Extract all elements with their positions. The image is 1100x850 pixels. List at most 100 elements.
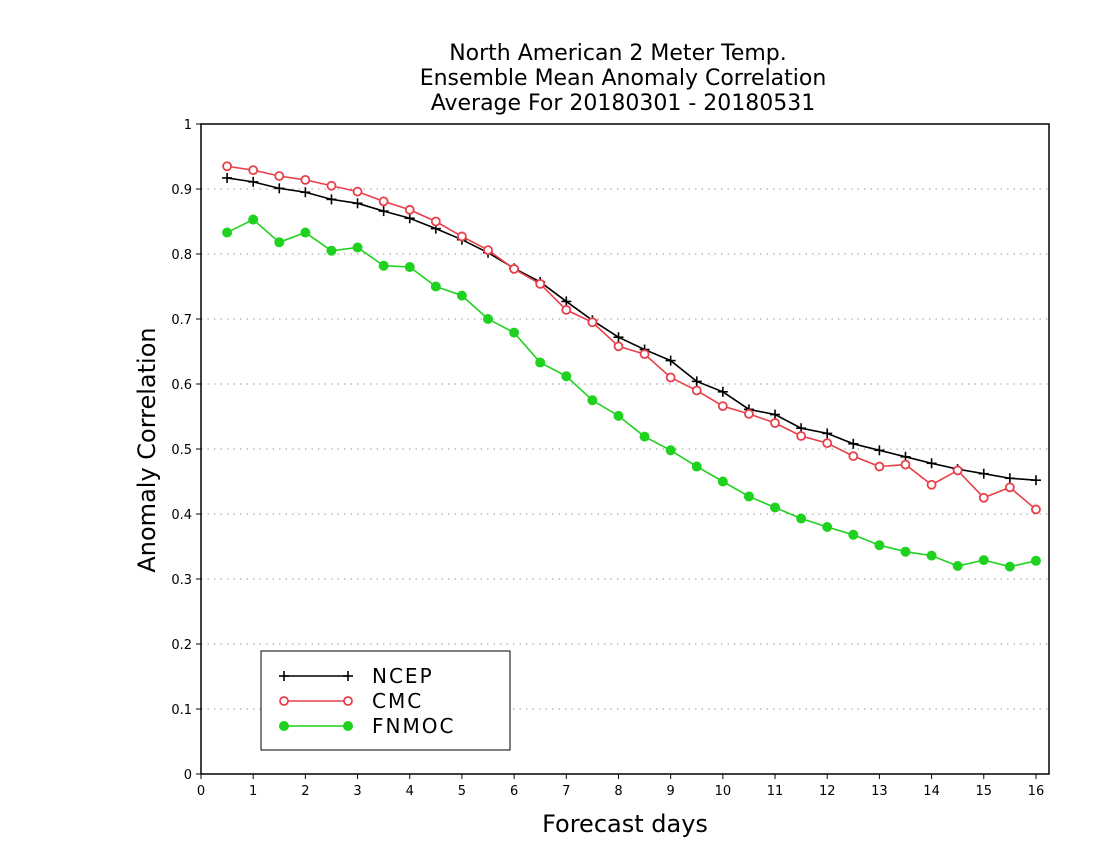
data-point-fnmoc	[691, 461, 702, 472]
chart-title-line-2: Ensemble Mean Anomaly Correlation	[420, 66, 827, 91]
data-point-cmc	[900, 459, 911, 470]
legend-item-fnmoc: FNMOC	[279, 714, 455, 738]
data-point-cmc	[222, 161, 232, 172]
data-point-cmc	[483, 245, 493, 256]
gridlines	[201, 188, 1049, 710]
data-point-cmc	[457, 231, 467, 242]
data-point-ncep	[222, 172, 233, 183]
chart-title-line-3: Average For 20180301 - 20180531	[431, 91, 816, 116]
data-point-cmc	[352, 186, 363, 197]
x-tick-label: 3	[353, 784, 361, 799]
x-axis: 0 1 2 3 4 5 6 7 8 9 10 11 12 13 14 15 16	[197, 774, 1044, 799]
data-point-fnmoc	[926, 550, 937, 561]
data-point-cmc	[926, 479, 937, 490]
data-point-fnmoc	[952, 561, 963, 571]
y-axis: 0 0.1 0.2 0.3 0.4 0.5 0.6 0.7 0.8 0.9 1	[171, 118, 201, 783]
x-tick-label: 13	[871, 784, 888, 799]
legend-item-cmc: CMC	[279, 689, 423, 713]
legend-label-fnmoc: FNMOC	[372, 714, 455, 738]
data-point-ncep	[613, 332, 624, 343]
x-tick-label: 16	[1028, 784, 1045, 799]
legend-marker-fnmoc	[343, 721, 353, 731]
data-point-fnmoc	[848, 529, 859, 540]
data-point-fnmoc	[978, 555, 989, 566]
data-point-fnmoc	[822, 522, 833, 532]
legend-item-ncep: NCEP	[279, 664, 434, 688]
data-point-fnmoc	[378, 260, 389, 271]
y-tick-label: 0.8	[171, 248, 192, 263]
data-point-ncep	[926, 458, 937, 469]
data-point-fnmoc	[430, 281, 441, 292]
legend-label-cmc: CMC	[372, 689, 423, 713]
data-point-fnmoc	[1030, 555, 1041, 566]
data-point-fnmoc	[561, 371, 572, 382]
x-tick-label: 2	[301, 784, 309, 799]
series-ncep	[222, 172, 1041, 486]
y-tick-label: 0.7	[171, 313, 192, 328]
data-point-cmc	[509, 264, 520, 274]
x-tick-label: 5	[458, 784, 466, 799]
data-point-fnmoc	[796, 513, 807, 524]
x-tick-label: 15	[975, 784, 992, 799]
y-tick-label: 0.4	[171, 508, 192, 523]
data-point-cmc	[874, 461, 885, 472]
y-tick-label: 0.6	[171, 378, 192, 393]
legend-marker-cmc	[343, 696, 353, 706]
x-tick-label: 12	[819, 784, 836, 799]
x-tick-label: 8	[614, 784, 622, 799]
data-point-ncep	[691, 376, 702, 387]
x-tick-label: 11	[767, 784, 784, 799]
data-point-ncep	[326, 194, 337, 205]
data-point-cmc	[535, 278, 546, 289]
series-fnmoc	[222, 214, 1041, 572]
series-line-ncep	[226, 177, 1037, 481]
y-tick-label: 0.1	[171, 703, 192, 718]
x-tick-label: 6	[510, 784, 518, 799]
data-point-fnmoc	[509, 327, 520, 338]
data-point-fnmoc	[900, 546, 911, 557]
x-axis-title: Forecast days	[542, 810, 708, 838]
data-point-ncep	[874, 445, 885, 456]
data-point-cmc	[639, 349, 650, 360]
legend-marker-ncep	[279, 671, 289, 681]
data-point-cmc	[274, 171, 285, 181]
y-tick-label: 0	[184, 768, 192, 783]
data-point-cmc	[952, 465, 963, 476]
data-point-cmc	[587, 317, 598, 328]
data-point-ncep	[561, 296, 572, 307]
chart-title: North American 2 Meter Temp. Ensemble Me…	[420, 41, 827, 116]
data-point-cmc	[404, 204, 415, 215]
data-point-ncep	[248, 176, 259, 187]
data-point-ncep	[770, 409, 781, 420]
data-point-cmc	[744, 408, 754, 419]
data-point-fnmoc	[743, 491, 754, 502]
y-tick-label: 0.2	[171, 638, 192, 653]
data-point-fnmoc	[300, 227, 311, 238]
data-point-ncep	[665, 355, 676, 366]
data-point-cmc	[326, 180, 337, 191]
data-point-fnmoc	[639, 431, 650, 442]
data-point-fnmoc	[483, 314, 494, 324]
y-tick-label: 0.9	[171, 183, 192, 198]
data-point-cmc	[796, 431, 807, 441]
data-point-cmc	[300, 174, 311, 185]
data-point-cmc	[822, 438, 833, 449]
x-tick-label: 14	[923, 784, 940, 799]
x-tick-label: 7	[562, 784, 570, 799]
data-point-cmc	[1031, 504, 1041, 515]
y-axis-title: Anomaly Correlation	[133, 327, 161, 572]
series-line-cmc	[226, 165, 1037, 511]
data-point-fnmoc	[352, 242, 363, 253]
data-point-cmc	[248, 165, 259, 176]
chart-title-line-1: North American 2 Meter Temp.	[449, 41, 787, 66]
legend-marker-ncep	[343, 671, 353, 681]
legend-label-ncep: NCEP	[372, 664, 434, 688]
data-point-ncep	[274, 183, 285, 194]
data-point-cmc	[665, 372, 676, 383]
data-point-ncep	[717, 386, 728, 397]
data-point-cmc	[613, 341, 624, 352]
data-point-ncep	[300, 187, 311, 198]
data-point-fnmoc	[665, 445, 676, 456]
data-point-ncep	[352, 198, 363, 209]
